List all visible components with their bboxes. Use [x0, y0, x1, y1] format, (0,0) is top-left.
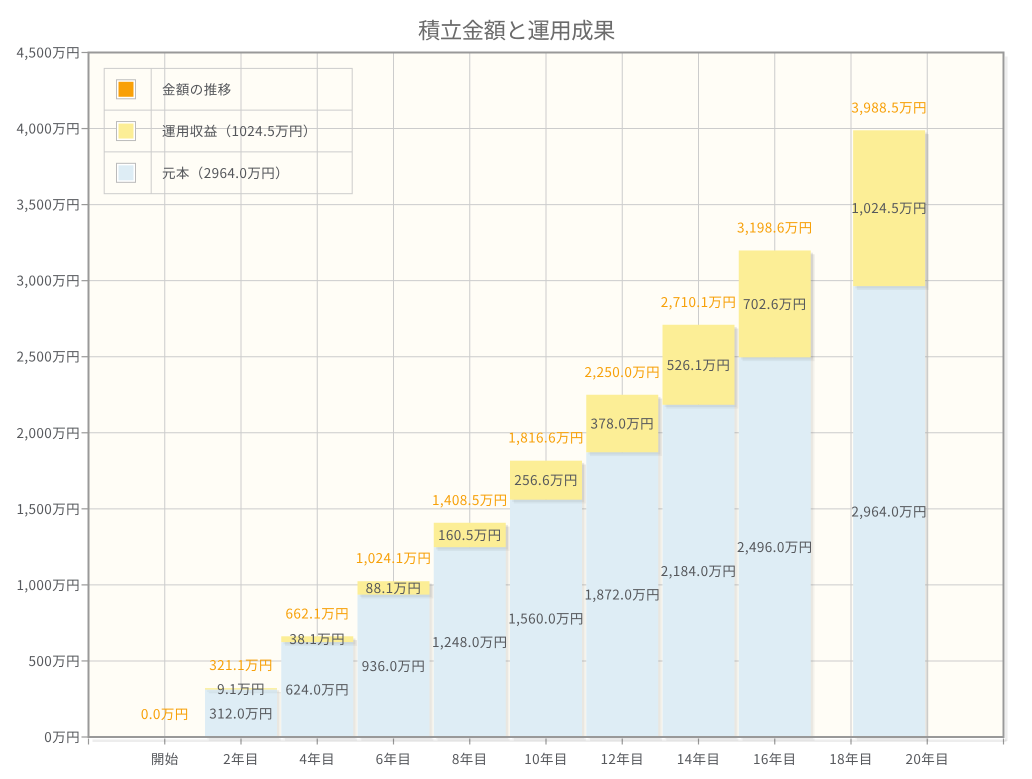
svg-text:1,024.5万円: 1,024.5万円	[851, 197, 927, 217]
svg-text:378.0万円: 378.0万円	[590, 412, 654, 432]
svg-text:160.5万円: 160.5万円	[438, 524, 502, 544]
svg-text:20年目: 20年目	[905, 748, 949, 768]
svg-text:256.6万円: 256.6万円	[514, 469, 578, 489]
svg-text:6年目: 6年目	[376, 748, 412, 768]
svg-text:14年目: 14年目	[677, 748, 721, 768]
svg-text:321.1万円: 321.1万円	[209, 654, 273, 674]
svg-text:12年目: 12年目	[600, 748, 644, 768]
svg-text:312.0万円: 312.0万円	[209, 702, 273, 722]
svg-text:4,000万円: 4,000万円	[16, 118, 80, 138]
svg-text:38.1万円: 38.1万円	[289, 628, 345, 648]
svg-text:積立金額と運用成果: 積立金額と運用成果	[418, 13, 615, 45]
svg-text:2,250.0万円: 2,250.0万円	[584, 361, 660, 381]
svg-text:702.6万円: 702.6万円	[743, 293, 807, 313]
svg-text:4年目: 4年目	[299, 748, 335, 768]
svg-text:運用収益（1024.5万円）: 運用収益（1024.5万円）	[162, 120, 317, 140]
svg-text:元本（2964.0万円）: 元本（2964.0万円）	[162, 162, 289, 182]
svg-text:1,872.0万円: 1,872.0万円	[584, 584, 660, 604]
svg-text:88.1万円: 88.1万円	[366, 577, 422, 597]
svg-text:1,024.1万円: 1,024.1万円	[356, 547, 432, 567]
svg-text:3,500万円: 3,500万円	[16, 194, 80, 214]
svg-text:1,560.0万円: 1,560.0万円	[508, 607, 584, 627]
svg-text:2年目: 2年目	[223, 748, 259, 768]
svg-text:10年目: 10年目	[524, 748, 568, 768]
svg-text:3,000万円: 3,000万円	[16, 270, 80, 290]
svg-text:662.1万円: 662.1万円	[285, 602, 349, 622]
svg-text:18年目: 18年目	[829, 748, 873, 768]
svg-text:2,964.0万円: 2,964.0万円	[851, 501, 927, 521]
svg-text:9.1万円: 9.1万円	[217, 678, 265, 698]
svg-text:1,408.5万円: 1,408.5万円	[432, 489, 508, 509]
svg-text:1,248.0万円: 1,248.0万円	[432, 631, 508, 651]
svg-text:3,988.5万円: 3,988.5万円	[851, 96, 927, 116]
svg-text:2,184.0万円: 2,184.0万円	[661, 560, 737, 580]
svg-text:4,500万円: 4,500万円	[16, 41, 80, 61]
svg-text:金額の推移: 金額の推移	[162, 78, 232, 98]
svg-text:2,496.0万円: 2,496.0万円	[737, 536, 813, 556]
svg-text:2,500万円: 2,500万円	[16, 346, 80, 366]
svg-text:0.0万円: 0.0万円	[141, 703, 189, 723]
svg-text:開始: 開始	[151, 748, 179, 768]
svg-text:0万円: 0万円	[44, 726, 80, 746]
svg-text:500万円: 500万円	[29, 650, 80, 670]
svg-text:1,500万円: 1,500万円	[16, 498, 80, 518]
svg-text:2,000万円: 2,000万円	[16, 422, 80, 442]
svg-text:2,710.1万円: 2,710.1万円	[661, 291, 737, 311]
svg-text:624.0万円: 624.0万円	[285, 679, 349, 699]
svg-text:8年目: 8年目	[452, 748, 488, 768]
svg-text:3,198.6万円: 3,198.6万円	[737, 216, 813, 236]
svg-text:1,816.6万円: 1,816.6万円	[508, 427, 584, 447]
svg-text:526.1万円: 526.1万円	[667, 354, 731, 374]
svg-text:936.0万円: 936.0万円	[362, 655, 426, 675]
svg-text:1,000万円: 1,000万円	[16, 574, 80, 594]
svg-text:16年目: 16年目	[753, 748, 797, 768]
